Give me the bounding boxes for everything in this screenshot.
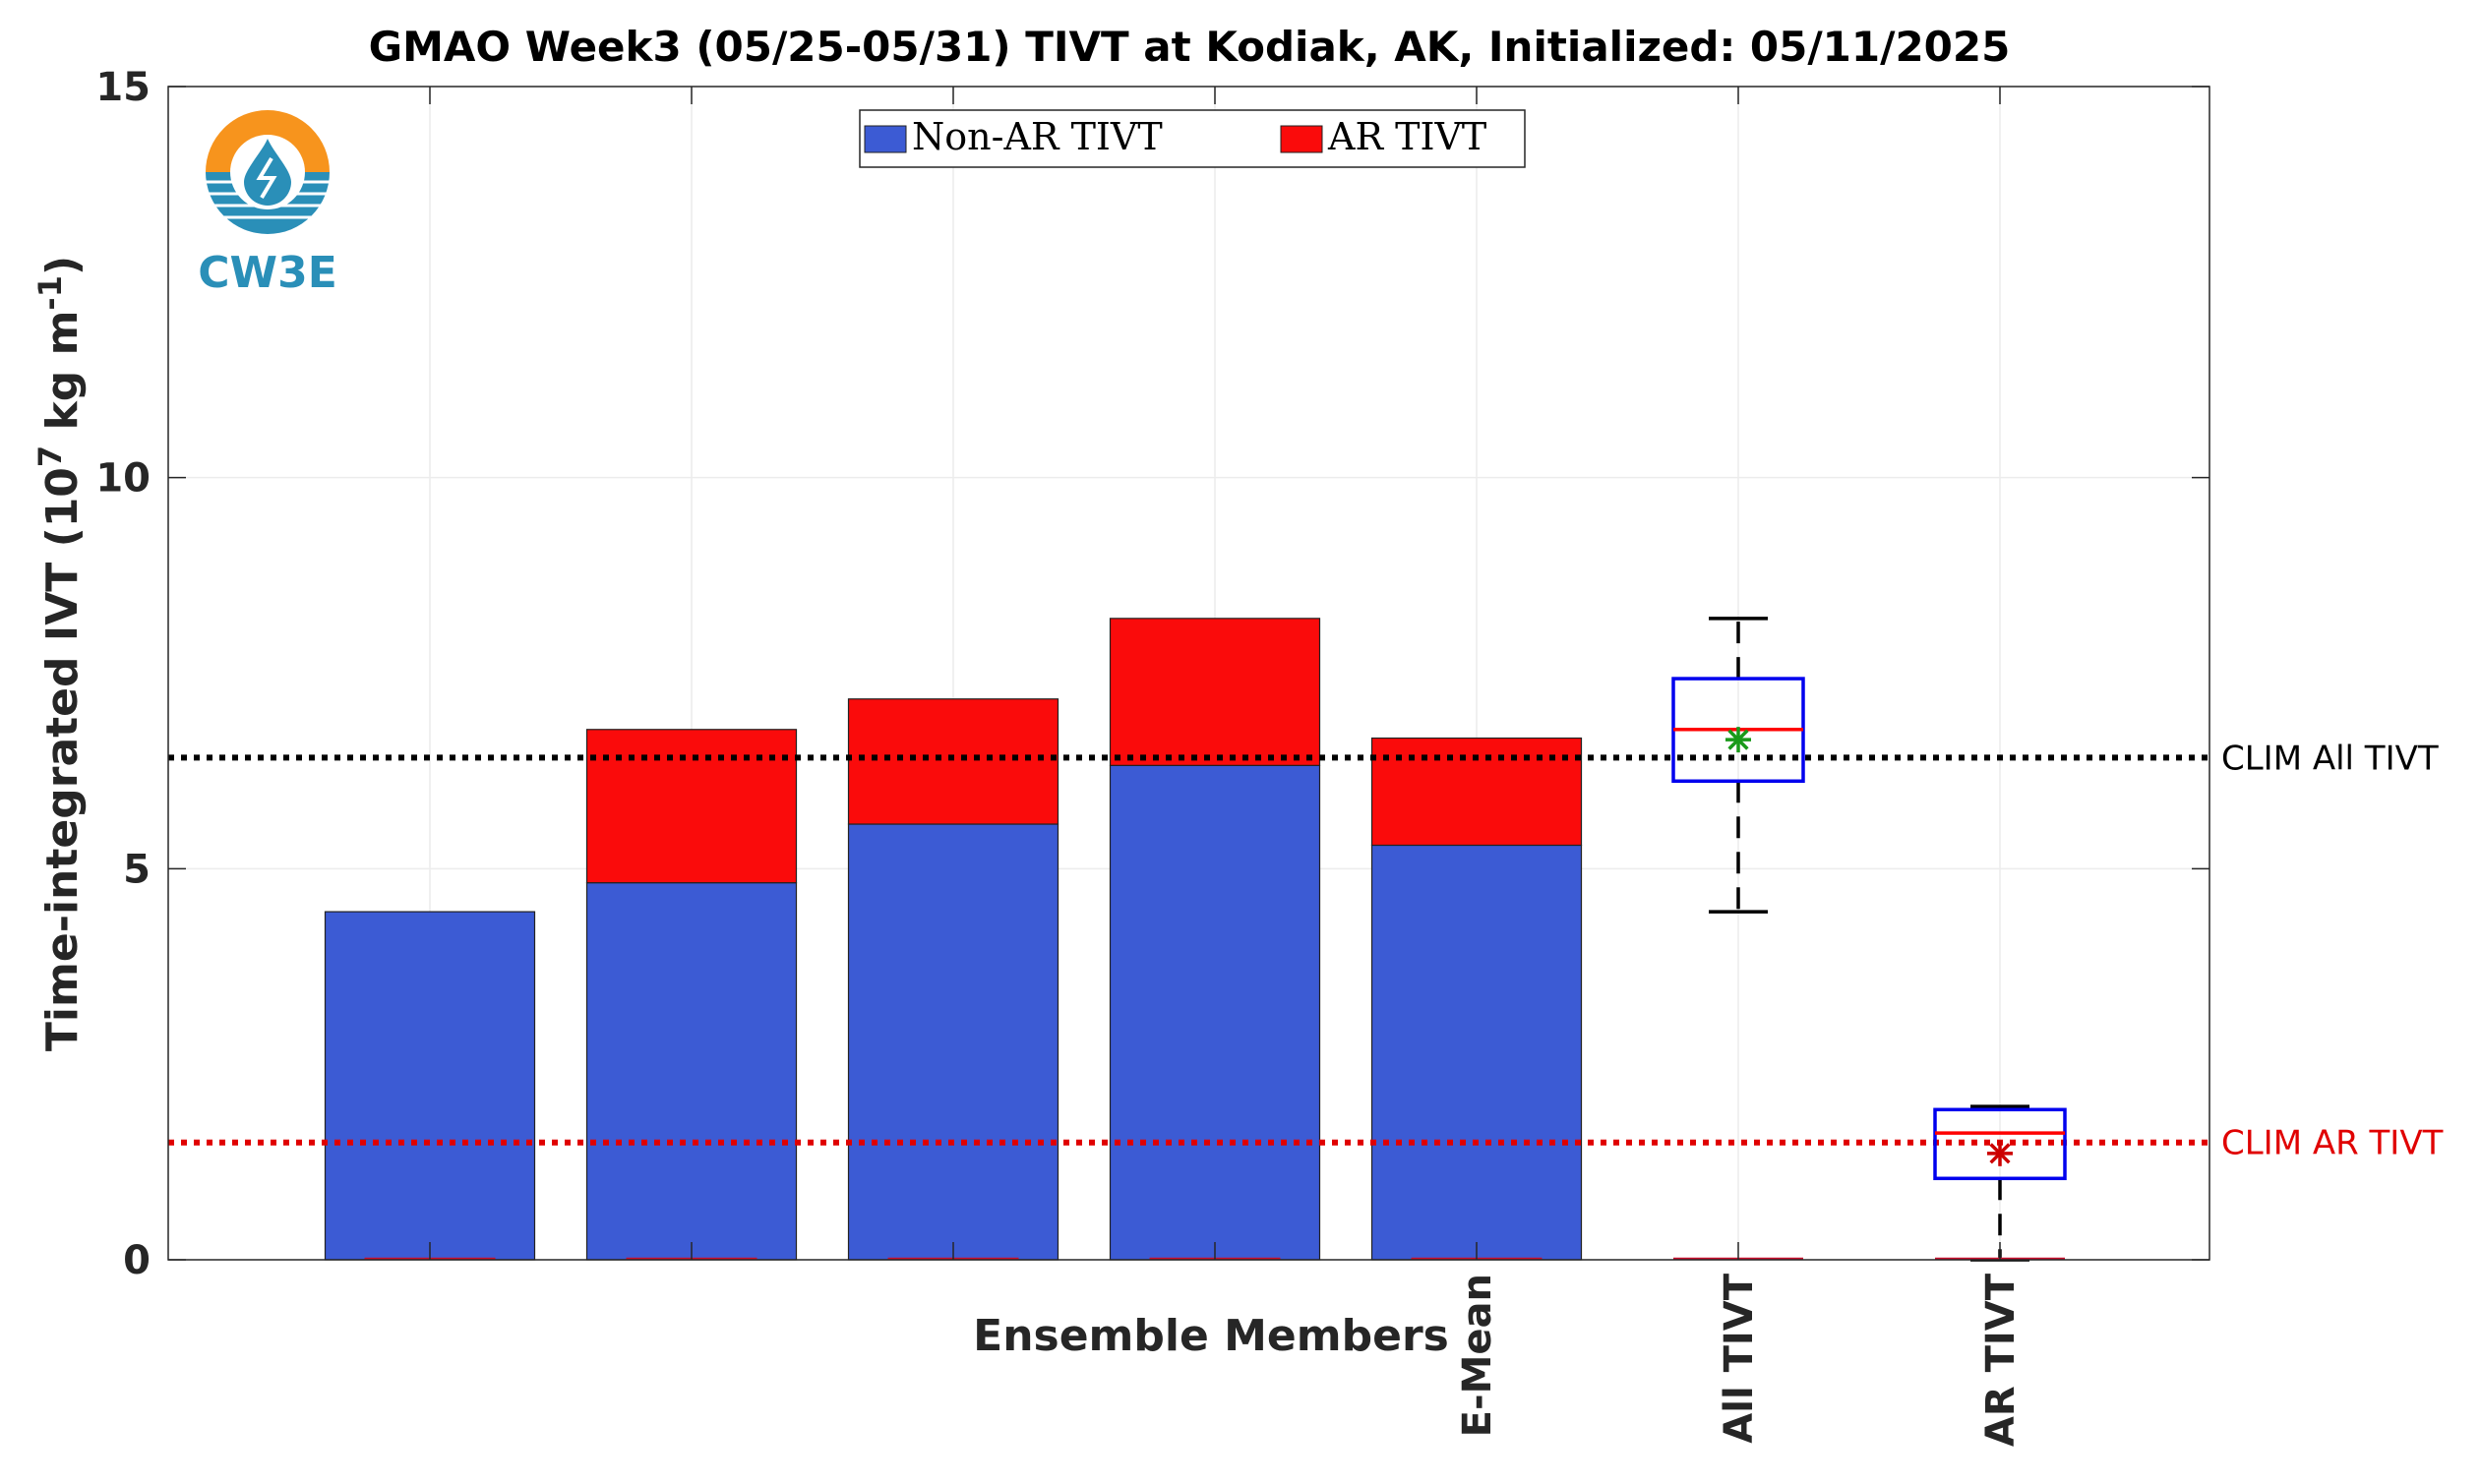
axes-frame	[167, 86, 2210, 1261]
legend-box	[859, 109, 1526, 168]
boxplot-box	[1933, 1107, 2067, 1181]
cw3e-logo: CW3E	[198, 110, 337, 298]
x-tick-label: AR TIVT	[1978, 1273, 2024, 1447]
y-axis-label: Time-integrated IVT (107 kg m-1)	[31, 256, 88, 1051]
y-axis-label-part: )	[37, 256, 88, 275]
x-tick-label: All TIVT	[1717, 1273, 1762, 1443]
reference-line-label: CLIM All TIVT	[2221, 739, 2439, 778]
chart-title: GMAO Week3 (05/25-05/31) TIVT at Kodiak,…	[369, 23, 2011, 71]
y-axis-label-part: kg m	[37, 311, 88, 445]
boxplot	[1933, 1104, 2067, 1262]
bar-ar	[1370, 737, 1583, 847]
y-tick-label: 15	[95, 65, 151, 110]
boxplot-mean-marker	[1987, 1140, 2013, 1166]
y-axis-label-part: 7	[31, 445, 69, 467]
logo-text: CW3E	[198, 248, 337, 298]
y-axis-label-part: -1	[31, 275, 69, 311]
boxplot	[1671, 617, 1805, 1261]
y-tick-label: 10	[95, 456, 151, 502]
logo-drop-icon	[244, 139, 291, 206]
y-tick-label: 0	[123, 1238, 151, 1283]
bar-non-ar	[324, 911, 536, 1261]
bar-non-ar	[585, 882, 798, 1261]
reference-line-label: CLIM AR TIVT	[2221, 1124, 2444, 1163]
y-axis-label-part: Time-integrated IVT (10	[37, 467, 88, 1051]
x-axis-label: Ensemble Members	[973, 1311, 1449, 1361]
bar-non-ar	[1370, 844, 1583, 1261]
x-tick-label: E-Mean	[1455, 1274, 1500, 1437]
bar-ar	[585, 729, 798, 884]
legend-label-non-ar: Non-AR TIVT	[912, 115, 1163, 158]
bar-ar	[847, 698, 1059, 825]
boxplot-mean-marker	[1725, 727, 1751, 753]
bar-non-ar	[847, 823, 1059, 1261]
logo-bolt-icon	[256, 156, 277, 200]
y-tick-label: 5	[123, 847, 151, 892]
legend-label-ar: AR TIVT	[1327, 115, 1486, 158]
legend-swatch-non-ar	[864, 125, 907, 153]
legend: Non-AR TIVT AR TIVT	[859, 109, 1526, 168]
bar-ar	[1109, 618, 1321, 766]
bar-non-ar	[1109, 764, 1321, 1261]
mean-stroke	[1727, 729, 1749, 750]
legend-swatch-ar	[1280, 125, 1323, 153]
mean-stroke	[1989, 1143, 2011, 1164]
